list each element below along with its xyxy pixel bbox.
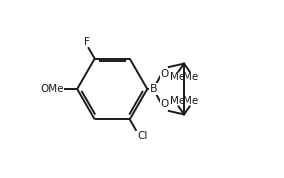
Text: O: O [161,69,169,79]
Text: B: B [150,84,157,94]
Text: OMe: OMe [41,84,64,94]
Text: Me: Me [170,96,185,106]
Text: Cl: Cl [138,131,148,141]
Text: Me: Me [183,72,198,82]
Text: O: O [161,99,169,109]
Text: Me: Me [183,96,198,106]
Text: Me: Me [170,72,185,82]
Text: F: F [83,37,89,47]
